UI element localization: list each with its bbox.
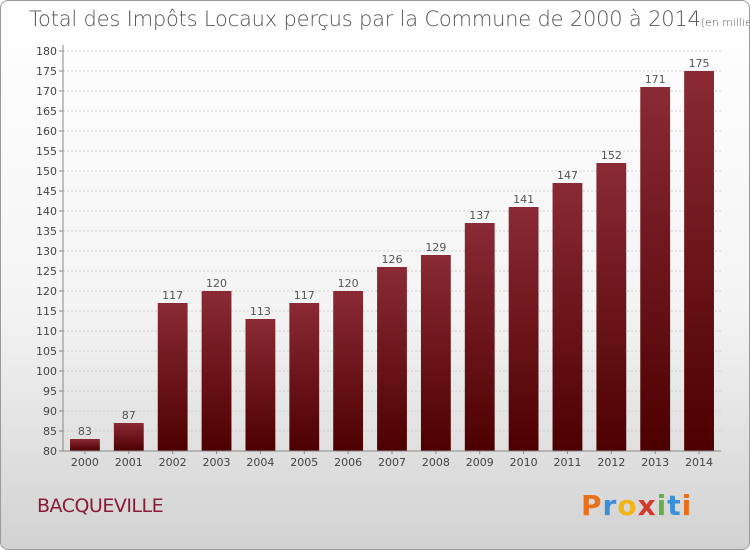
bar-2001	[113, 423, 144, 451]
bar-2011	[552, 183, 583, 451]
x-tick-label-2009: 2009	[466, 456, 494, 469]
x-tick-label-2005: 2005	[290, 456, 318, 469]
bar-2012	[596, 163, 627, 451]
bar-2002	[157, 303, 188, 451]
title-text: Total des Impôts Locaux perçus par la Co…	[29, 7, 701, 31]
title-unit: (en milliers d'€)	[700, 16, 749, 29]
x-tick-label-2002: 2002	[159, 456, 187, 469]
y-tick-label: 105	[36, 345, 57, 358]
y-tick-label: 80	[43, 445, 57, 458]
y-tick-label: 95	[43, 385, 57, 398]
bar-2010	[508, 207, 539, 451]
x-tick-label-2006: 2006	[334, 456, 362, 469]
bar-2014	[684, 71, 714, 451]
y-tick-label: 145	[36, 185, 57, 198]
x-tick-label-2001: 2001	[115, 456, 143, 469]
bar-2006	[333, 291, 364, 451]
axes: 80 85 90 95 100 105 110 115 120 125 130 135 140 145 15…	[36, 45, 721, 469]
y-tick-label: 160	[36, 125, 57, 138]
data-label-2002: 117	[162, 289, 183, 302]
y-tick-label: 155	[36, 145, 57, 158]
y-tick-label: 165	[36, 105, 57, 118]
bar-2008	[420, 255, 451, 451]
data-label-2007: 126	[382, 253, 403, 266]
bar-2004	[245, 319, 276, 451]
y-tick-label: 90	[43, 405, 57, 418]
x-tick-label-2011: 2011	[553, 456, 581, 469]
bar-2000	[70, 439, 100, 451]
data-label-2004: 113	[250, 305, 271, 318]
x-tick-label-2004: 2004	[246, 456, 274, 469]
commune-name: BACQUEVILLE	[37, 495, 164, 517]
data-label-2006: 120	[338, 277, 359, 290]
x-tick-label-2013: 2013	[641, 456, 669, 469]
data-label-2009: 137	[469, 209, 490, 222]
chart-title: Total des Impôts Locaux perçus par la Co…	[29, 7, 749, 31]
x-tick-label-2007: 2007	[378, 456, 406, 469]
bar-2003	[201, 291, 232, 451]
bar-2013	[640, 87, 671, 451]
data-label-2008: 129	[425, 241, 446, 254]
y-tick-label: 140	[36, 205, 57, 218]
x-tick-label-2000: 2000	[71, 456, 99, 469]
bar-2005	[289, 303, 320, 451]
data-label-2000: 83	[78, 425, 92, 438]
data-label-2005: 117	[294, 289, 315, 302]
y-tick-label: 100	[36, 365, 57, 378]
y-tick-label: 150	[36, 165, 57, 178]
y-tick-label: 130	[36, 245, 57, 258]
y-tick-label: 120	[36, 285, 57, 298]
bars: 83 87 117 120 113 117 120 126 129 137 141 147 152 171…	[70, 57, 714, 451]
data-label-2010: 141	[513, 193, 534, 206]
data-label-2012: 152	[601, 149, 622, 162]
y-tick-label: 170	[36, 85, 57, 98]
data-label-2001: 87	[122, 409, 136, 422]
y-tick-label: 110	[36, 325, 57, 338]
data-label-2011: 147	[557, 169, 578, 182]
y-tick-label: 85	[43, 425, 57, 438]
data-label-2014: 175	[689, 57, 710, 70]
x-tick-label-2010: 2010	[510, 456, 538, 469]
y-tick-label: 175	[36, 65, 57, 78]
x-tick-label-2012: 2012	[597, 456, 625, 469]
bar-2009	[464, 223, 495, 451]
y-tick-label: 135	[36, 225, 57, 238]
x-tick-label-2003: 2003	[203, 456, 231, 469]
y-tick-label: 115	[36, 305, 57, 318]
y-tick-label: 180	[36, 45, 57, 58]
proxiti-logo: Proxiti	[581, 489, 693, 522]
data-label-2003: 120	[206, 277, 227, 290]
bar-2007	[377, 267, 407, 451]
x-tick-label-2014: 2014	[685, 456, 713, 469]
x-tick-label-2008: 2008	[422, 456, 450, 469]
data-label-2013: 171	[645, 73, 666, 86]
y-tick-label: 125	[36, 265, 57, 278]
